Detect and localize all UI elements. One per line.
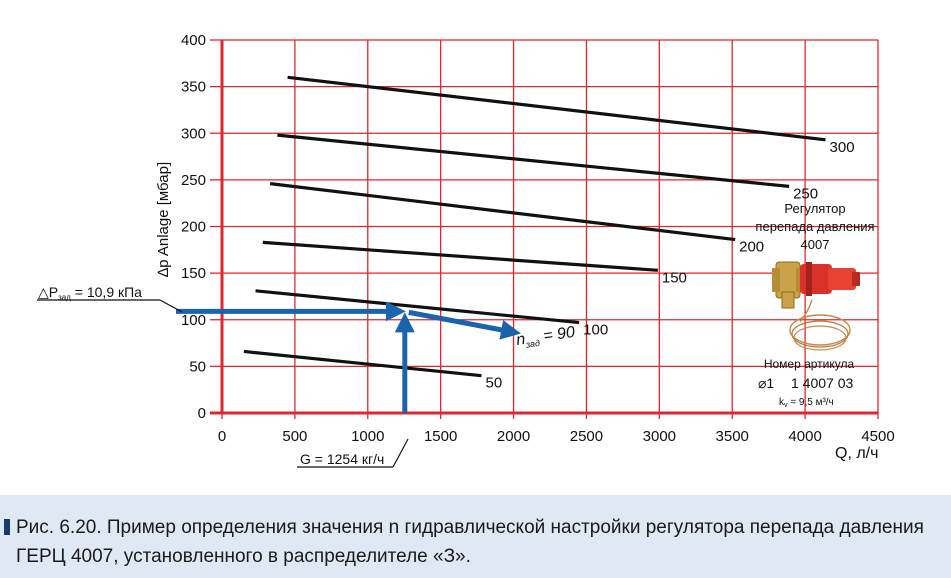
n-label: nзад = 90 (515, 324, 576, 351)
kv-subscript: v (784, 402, 788, 409)
series-line-50 (243, 349, 482, 378)
caption-line-2: ГЕРЦ 4007, установленного в распределите… (16, 546, 471, 567)
y-tick-label: 200 (181, 219, 206, 236)
series-lines: 50 100 150 200 250 300 (243, 75, 855, 392)
x-tick-label: 1500 (424, 428, 457, 445)
kv-value: kv = 9,5 м³/ч (779, 397, 834, 409)
series-label-50: 50 (485, 375, 502, 392)
article-label: Номер артикула (764, 357, 855, 371)
g-annotation: G = 1254 кг/ч (297, 438, 409, 468)
series-label-100: 100 (583, 322, 608, 339)
y-tick-label: 50 (189, 358, 206, 375)
x-tick-label: 3500 (716, 428, 749, 445)
valve-image (772, 261, 860, 351)
dp-label: △Рзад = 10,9 кПа (38, 284, 142, 302)
x-tick-label: 4500 (861, 428, 894, 445)
y-tick-label: 100 (181, 312, 206, 329)
product-info: Регулятор перепада давления 4007 (755, 201, 874, 409)
series-label-250: 250 (793, 185, 818, 202)
dp-subscript: зад (58, 293, 71, 302)
x-axis-label: Q, л/ч (835, 445, 878, 462)
series-line-100 (255, 289, 580, 325)
x-tick-label: 4000 (788, 428, 821, 445)
dp-value: = 10,9 кПа (71, 284, 142, 300)
x-tick-label: 0 (218, 428, 226, 445)
article-diameter: ⌀1 (758, 375, 774, 391)
y-tick-label: 0 (198, 405, 206, 422)
series-label-150: 150 (662, 269, 687, 286)
caption-marker (4, 519, 10, 535)
figure-panel: 0 500 1000 1500 2000 2500 3000 3500 4000 4500 0 50 1… (0, 0, 951, 495)
n-subscript: зад (524, 338, 540, 350)
y-axis-label: ∆p Anlage [мбар] (155, 162, 172, 277)
axes: 0 500 1000 1500 2000 2500 3000 3500 4000 4500 0 50 1… (181, 32, 895, 445)
y-tick-label: 400 (181, 32, 206, 49)
dp-annotation: △Рзад = 10,9 кПа (37, 284, 183, 313)
article-number: 1 4007 03 (791, 375, 853, 391)
series-line-150 (262, 240, 658, 272)
x-tick-label: 500 (282, 428, 307, 445)
y-tick-label: 350 (181, 79, 206, 96)
product-title-3: 4007 (801, 237, 830, 252)
figure-caption: Рис. 6.20. Пример определения значения n… (0, 505, 951, 578)
chart: 0 500 1000 1500 2000 2500 3000 3500 4000 4500 0 50 1… (37, 32, 895, 468)
product-title-2: перепада давления (755, 219, 874, 234)
series-line-250 (277, 133, 790, 188)
kv-number: = 9,5 м³/ч (788, 397, 834, 408)
series-line-300 (287, 75, 826, 142)
n-value: = 90 (538, 324, 576, 346)
dp-leader (159, 299, 183, 313)
grid (222, 39, 879, 413)
x-tick-label: 2000 (497, 428, 530, 445)
x-tick-label: 3000 (643, 428, 676, 445)
g-label: G = 1254 кг/ч (300, 451, 384, 467)
y-tick-label: 300 (181, 125, 206, 142)
caption-line-1: Рис. 6.20. Пример определения значения n… (16, 517, 924, 538)
x-tick-label: 2500 (570, 428, 603, 445)
annotations (176, 301, 521, 413)
series-label-300: 300 (830, 139, 855, 156)
product-title-1: Регулятор (784, 201, 845, 216)
series-label-200: 200 (739, 239, 764, 256)
g-leader (392, 438, 409, 468)
n-symbol: n (515, 331, 526, 349)
n-arrow (408, 309, 521, 340)
x-tick-label: 1000 (351, 428, 384, 445)
y-tick-label: 250 (181, 172, 206, 189)
y-tick-label: 150 (181, 265, 206, 282)
dp-symbol: △Р (38, 284, 58, 300)
series-line-200 (269, 182, 736, 242)
kv-prefix: k (779, 397, 785, 408)
